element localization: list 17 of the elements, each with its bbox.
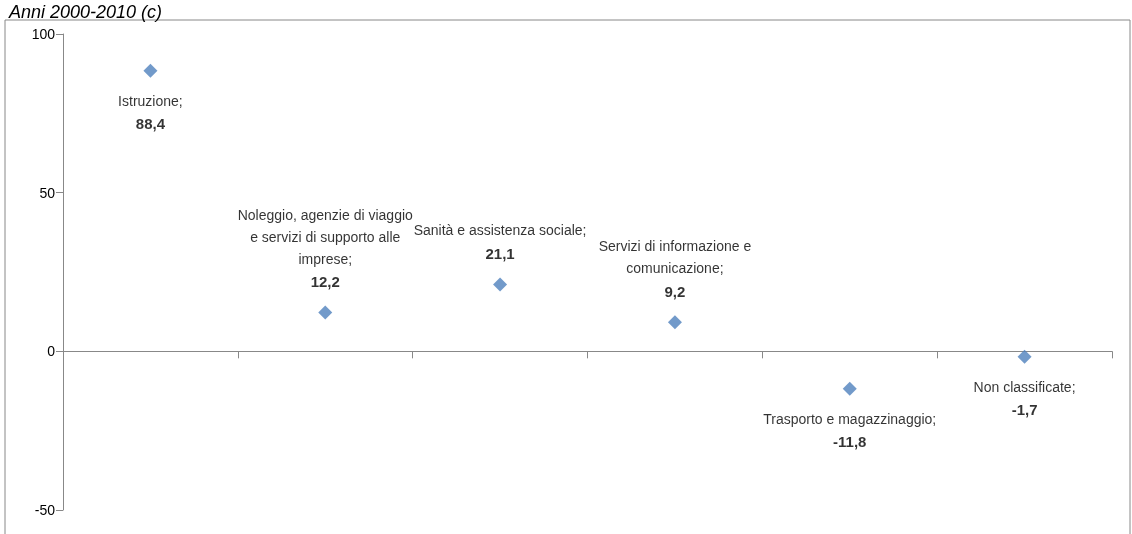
y-tick-label: 100 [31,26,56,42]
y-tick-label: -50 [34,502,56,518]
data-label: Sanità e assistenza sociale; 21,1 [413,222,587,262]
data-label: Istruzione; 88,4 [118,92,183,133]
point [842,381,857,396]
data-label: Servizi di informazione e comunicazione; 9,2 [598,238,752,300]
data-label: Trasporto e magazzinaggio; -11,8 [763,410,937,451]
y-tick-label: 50 [39,184,56,201]
data-label: Non classificate; -1,7 [973,378,1076,419]
point [318,305,333,320]
point [493,277,508,292]
point [667,315,682,330]
point [143,63,158,78]
data-label: Noleggio, agenzie di viaggio e servizi di supporto alle imprese; 12,2 [237,206,414,291]
y-tick-label: 0 [47,343,56,360]
point [1017,349,1032,364]
chart-subtitle: Anni 2000-2010 (c) [8,2,163,22]
